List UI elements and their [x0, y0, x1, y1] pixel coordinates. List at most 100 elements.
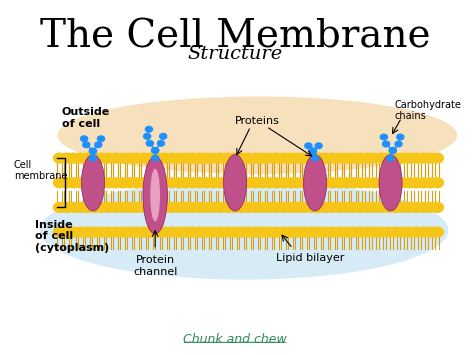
Circle shape: [54, 178, 66, 188]
Circle shape: [82, 178, 94, 188]
Circle shape: [214, 202, 227, 212]
Circle shape: [172, 202, 185, 212]
Circle shape: [354, 227, 366, 237]
Text: Inside
of cell
(cytoplasm): Inside of cell (cytoplasm): [35, 220, 109, 253]
Circle shape: [95, 202, 108, 212]
Circle shape: [235, 227, 247, 237]
Circle shape: [403, 178, 415, 188]
Circle shape: [382, 202, 394, 212]
Circle shape: [396, 178, 409, 188]
Circle shape: [74, 202, 87, 212]
Circle shape: [431, 227, 443, 237]
Circle shape: [396, 202, 409, 212]
Circle shape: [361, 178, 374, 188]
Circle shape: [291, 202, 303, 212]
Circle shape: [242, 202, 255, 212]
Circle shape: [158, 202, 171, 212]
Circle shape: [270, 153, 283, 163]
Ellipse shape: [303, 155, 327, 211]
Circle shape: [186, 227, 199, 237]
Circle shape: [102, 153, 115, 163]
Circle shape: [361, 153, 374, 163]
Circle shape: [389, 148, 396, 153]
Circle shape: [277, 227, 290, 237]
Circle shape: [361, 227, 374, 237]
Circle shape: [102, 202, 115, 212]
Circle shape: [186, 153, 199, 163]
Circle shape: [263, 153, 275, 163]
Circle shape: [116, 153, 129, 163]
Circle shape: [95, 142, 102, 148]
Ellipse shape: [150, 169, 160, 222]
Circle shape: [263, 178, 275, 188]
Circle shape: [387, 155, 394, 161]
Text: The Cell Membrane: The Cell Membrane: [40, 19, 430, 56]
Circle shape: [74, 178, 87, 188]
Circle shape: [361, 202, 374, 212]
Circle shape: [179, 178, 191, 188]
Circle shape: [389, 148, 396, 153]
Circle shape: [333, 227, 346, 237]
Circle shape: [242, 153, 255, 163]
Circle shape: [347, 178, 359, 188]
Circle shape: [228, 227, 241, 237]
Circle shape: [354, 202, 366, 212]
Circle shape: [90, 155, 97, 161]
Circle shape: [88, 178, 101, 188]
Circle shape: [312, 202, 325, 212]
Circle shape: [200, 153, 213, 163]
Circle shape: [340, 227, 353, 237]
Circle shape: [235, 202, 247, 212]
Circle shape: [340, 202, 353, 212]
Circle shape: [284, 227, 297, 237]
Circle shape: [137, 153, 150, 163]
Circle shape: [144, 133, 151, 139]
Circle shape: [382, 227, 394, 237]
Circle shape: [249, 202, 262, 212]
Circle shape: [179, 153, 191, 163]
Circle shape: [431, 153, 443, 163]
Circle shape: [424, 178, 437, 188]
Circle shape: [380, 134, 387, 140]
Circle shape: [298, 202, 310, 212]
Circle shape: [200, 227, 213, 237]
Ellipse shape: [40, 181, 448, 280]
Circle shape: [424, 153, 437, 163]
Circle shape: [193, 153, 206, 163]
Circle shape: [277, 178, 290, 188]
Circle shape: [382, 178, 394, 188]
Circle shape: [130, 202, 143, 212]
Circle shape: [60, 178, 73, 188]
Circle shape: [88, 227, 101, 237]
Circle shape: [82, 202, 94, 212]
Circle shape: [312, 227, 325, 237]
Circle shape: [193, 178, 206, 188]
Ellipse shape: [57, 97, 457, 174]
Circle shape: [249, 153, 262, 163]
Circle shape: [235, 153, 247, 163]
Circle shape: [410, 227, 422, 237]
Circle shape: [221, 178, 234, 188]
Circle shape: [74, 153, 87, 163]
Circle shape: [137, 227, 150, 237]
Circle shape: [67, 153, 80, 163]
Circle shape: [375, 227, 387, 237]
Circle shape: [305, 227, 318, 237]
Circle shape: [130, 153, 143, 163]
Circle shape: [200, 202, 213, 212]
Circle shape: [397, 134, 404, 140]
Circle shape: [417, 227, 429, 237]
Circle shape: [54, 153, 66, 163]
Circle shape: [410, 178, 422, 188]
Circle shape: [403, 202, 415, 212]
Circle shape: [109, 202, 122, 212]
Circle shape: [116, 202, 129, 212]
Circle shape: [207, 153, 219, 163]
Circle shape: [158, 153, 171, 163]
Circle shape: [242, 227, 255, 237]
Text: Protein
channel: Protein channel: [133, 255, 177, 277]
Circle shape: [291, 227, 303, 237]
Circle shape: [284, 153, 297, 163]
Circle shape: [221, 153, 234, 163]
Circle shape: [214, 178, 227, 188]
